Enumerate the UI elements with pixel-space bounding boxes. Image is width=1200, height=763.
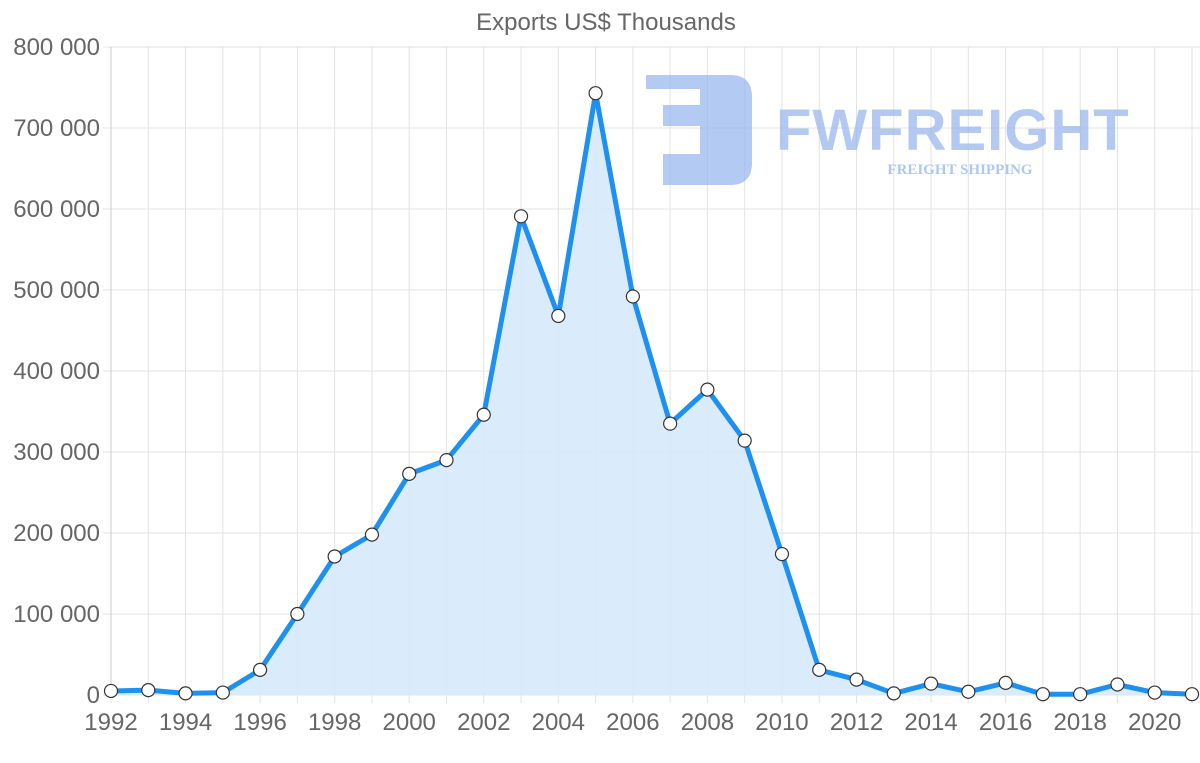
x-tick-label: 1994 [159,709,212,736]
x-tick-label: 1992 [84,709,137,736]
data-point[interactable] [625,289,640,304]
data-point[interactable] [364,527,380,542]
data-points [103,86,1200,702]
x-tick-label: 2012 [830,709,883,736]
x-tick-label: 2004 [532,709,585,736]
data-point[interactable] [178,686,193,701]
y-tick-label: 800 000 [13,34,100,61]
fwfreight-watermark: FWFREIGHT FREIGHT SHIPPING [646,75,1130,185]
y-tick-label: 0 [87,682,100,709]
data-point[interactable] [103,683,119,699]
y-tick-label: 300 000 [13,439,100,466]
data-point[interactable] [1110,677,1125,692]
data-point[interactable] [1147,685,1162,700]
data-point[interactable] [1035,687,1050,702]
x-tick-label: 2008 [681,709,734,736]
x-axis: 1992 1994 1996 1998 2000 2002 2004 2006 2008 2010… [84,709,1181,736]
fwfreight-logo-icon [646,75,752,185]
data-point[interactable] [663,416,678,431]
data-point[interactable] [923,676,939,691]
chart-title: Exports US$ Thousands [476,9,736,36]
data-point[interactable] [327,549,342,564]
x-tick-label: 2000 [383,709,436,736]
x-tick-label: 1998 [308,709,361,736]
data-point[interactable] [961,684,976,699]
data-point[interactable] [215,685,230,700]
data-point[interactable] [476,407,491,422]
data-point[interactable] [774,546,790,562]
data-point[interactable] [886,686,901,701]
x-tick-label: 2016 [979,709,1032,736]
x-tick-label: 2018 [1053,709,1106,736]
y-tick-label: 500 000 [13,277,100,304]
y-tick-label: 700 000 [13,115,100,142]
x-tick-label: 1996 [233,709,286,736]
data-point[interactable] [141,683,156,698]
y-tick-label: 400 000 [13,358,100,385]
data-point[interactable] [253,662,268,677]
data-point[interactable] [1184,687,1200,702]
y-tick-label: 600 000 [13,196,100,223]
data-point[interactable] [700,382,715,397]
data-point[interactable] [402,466,417,481]
data-point[interactable] [551,308,566,324]
y-tick-label: 100 000 [13,601,100,628]
data-point[interactable] [588,86,603,101]
data-point[interactable] [290,606,305,622]
area-fill [111,93,1192,695]
x-tick-label: 2014 [904,709,957,736]
data-point[interactable] [812,662,827,677]
x-tick-label: 2020 [1128,709,1181,736]
watermark-brand: FWFREIGHT [776,98,1130,163]
data-point[interactable] [513,209,529,224]
y-axis: 0 100 000 200 000 300 000 400 000 500 000 600 … [13,34,100,709]
data-point[interactable] [1073,687,1088,702]
x-tick-label: 2010 [755,709,808,736]
x-tick-label: 2006 [606,709,659,736]
y-tick-label: 200 000 [13,520,100,547]
data-point[interactable] [737,433,752,448]
x-tick-label: 2002 [457,709,510,736]
data-point[interactable] [849,672,864,687]
watermark-tagline: FREIGHT SHIPPING [887,162,1032,178]
data-point[interactable] [998,675,1013,690]
data-point[interactable] [439,453,454,468]
